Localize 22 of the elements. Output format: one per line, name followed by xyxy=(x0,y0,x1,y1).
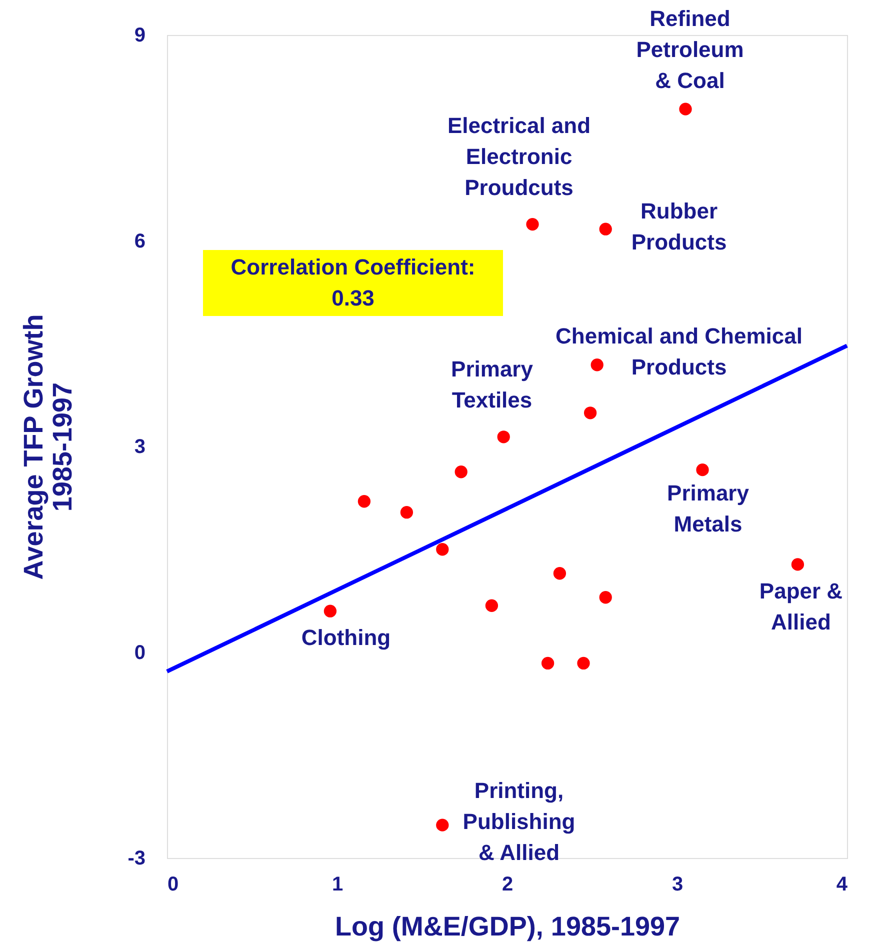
annotation: Chemical and Chemical Products xyxy=(556,324,802,380)
x-tick-label: 0 xyxy=(168,874,179,896)
y-tick-label: 6 xyxy=(134,230,146,252)
annotation: Primary Textiles xyxy=(451,356,534,412)
x-tick-label: 2 xyxy=(502,874,514,896)
x-axis-title: Log (M&E/GDP), 1985-1997 xyxy=(334,912,680,942)
annotation: Rubber Products xyxy=(631,198,727,254)
annotation: Electrical and Electronic Proudcuts xyxy=(447,113,591,200)
y-tick-label: 9 xyxy=(134,24,146,46)
x-tick-label: 3 xyxy=(672,874,684,896)
y-tick-label: 3 xyxy=(134,436,146,458)
annotation: Refined Petroleum & Coal xyxy=(636,6,744,93)
annotation: Printing, Publishing & Allied xyxy=(462,778,576,865)
x-tick-label: 4 xyxy=(836,874,848,896)
annotation: Clothing xyxy=(301,625,391,650)
annotation: Primary Metals xyxy=(667,480,750,536)
annotation: Paper & Allied xyxy=(759,578,843,634)
x-tick-label: 1 xyxy=(332,874,344,896)
y-tick-label: -3 xyxy=(128,848,146,870)
annotation: Correlation Coefficient: 0.33 xyxy=(230,254,476,310)
y-axis-title: Average TFP Growth 1985-1997 xyxy=(18,314,78,580)
y-tick-label: 0 xyxy=(134,642,146,664)
